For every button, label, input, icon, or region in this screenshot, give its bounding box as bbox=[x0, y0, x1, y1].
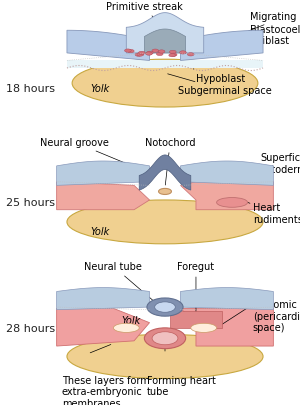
Ellipse shape bbox=[191, 324, 217, 333]
Circle shape bbox=[146, 53, 152, 56]
Text: 28 hours: 28 hours bbox=[6, 323, 55, 333]
Ellipse shape bbox=[72, 60, 258, 108]
Circle shape bbox=[144, 328, 186, 349]
Ellipse shape bbox=[67, 335, 263, 379]
Text: Forming heart
tube: Forming heart tube bbox=[147, 375, 216, 396]
Text: Neural groove: Neural groove bbox=[40, 138, 147, 173]
Polygon shape bbox=[57, 288, 149, 310]
Text: Epiblast: Epiblast bbox=[250, 36, 289, 51]
Circle shape bbox=[138, 52, 145, 55]
Ellipse shape bbox=[67, 200, 263, 244]
Text: Primitive streak: Primitive streak bbox=[106, 2, 183, 32]
Text: Yolk: Yolk bbox=[122, 315, 141, 325]
Circle shape bbox=[180, 52, 186, 55]
Text: Foregut: Foregut bbox=[177, 262, 214, 318]
Circle shape bbox=[147, 298, 183, 316]
Polygon shape bbox=[57, 182, 149, 210]
Text: Subgerminal space: Subgerminal space bbox=[168, 75, 272, 96]
Circle shape bbox=[146, 52, 153, 55]
Circle shape bbox=[135, 54, 142, 57]
Text: Hypoblast: Hypoblast bbox=[194, 70, 245, 83]
Circle shape bbox=[169, 54, 175, 58]
Text: 18 hours: 18 hours bbox=[6, 84, 55, 94]
Polygon shape bbox=[144, 30, 186, 54]
Circle shape bbox=[152, 50, 159, 53]
Polygon shape bbox=[181, 288, 273, 310]
Polygon shape bbox=[181, 309, 273, 346]
Polygon shape bbox=[139, 156, 191, 191]
Polygon shape bbox=[67, 61, 263, 69]
Text: Yolk: Yolk bbox=[91, 226, 110, 237]
Polygon shape bbox=[181, 31, 263, 61]
Circle shape bbox=[128, 50, 134, 53]
Circle shape bbox=[156, 53, 163, 56]
Polygon shape bbox=[57, 309, 149, 346]
Circle shape bbox=[124, 50, 131, 53]
Circle shape bbox=[169, 51, 176, 54]
Ellipse shape bbox=[217, 198, 248, 208]
Polygon shape bbox=[181, 162, 273, 186]
Polygon shape bbox=[67, 31, 149, 61]
Polygon shape bbox=[126, 14, 204, 54]
Circle shape bbox=[188, 53, 194, 57]
Text: Yolk: Yolk bbox=[91, 83, 110, 94]
Text: Coelomic
(pericardial
space): Coelomic (pericardial space) bbox=[253, 300, 300, 333]
Text: These layers form
extra-embryonic
membranes: These layers form extra-embryonic membra… bbox=[62, 375, 150, 405]
Text: 25 hours: 25 hours bbox=[6, 198, 55, 207]
Polygon shape bbox=[181, 182, 273, 210]
Circle shape bbox=[155, 302, 175, 313]
Circle shape bbox=[159, 189, 172, 195]
Circle shape bbox=[158, 51, 165, 54]
Text: Migrating cells: Migrating cells bbox=[199, 12, 300, 52]
Text: Neural tube: Neural tube bbox=[85, 262, 153, 301]
Polygon shape bbox=[57, 162, 149, 186]
Text: Blastocoel: Blastocoel bbox=[232, 24, 300, 45]
Ellipse shape bbox=[113, 324, 139, 333]
Circle shape bbox=[152, 332, 178, 345]
Text: Heart
rudiments: Heart rudiments bbox=[248, 203, 300, 224]
Text: Notochord: Notochord bbox=[145, 138, 195, 185]
Circle shape bbox=[137, 54, 144, 57]
Text: Superficial
ectoderm: Superficial ectoderm bbox=[260, 153, 300, 175]
Circle shape bbox=[170, 54, 177, 57]
Polygon shape bbox=[170, 311, 222, 328]
